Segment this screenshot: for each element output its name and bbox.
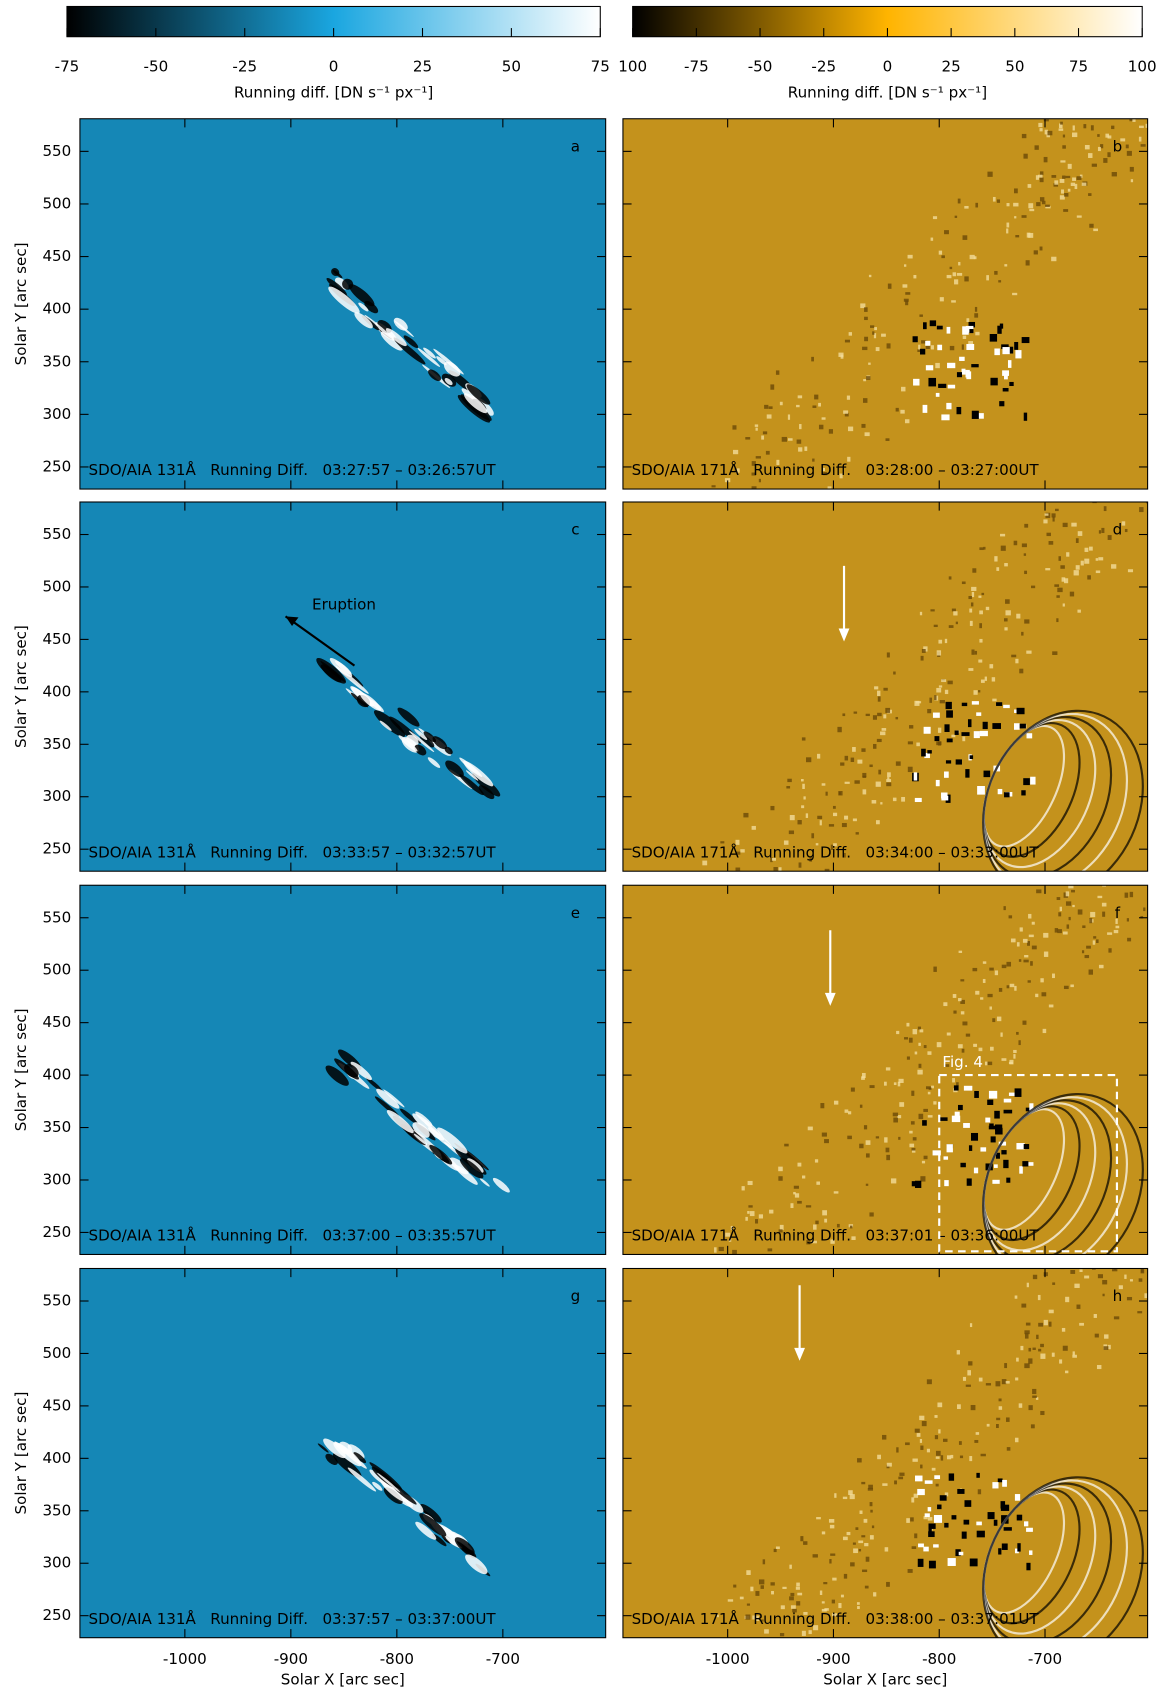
y-tick-label: 350 <box>42 352 71 370</box>
colorbar-tick-label: 25 <box>413 57 432 75</box>
y-tick-label: 250 <box>42 457 71 475</box>
x-tick-label: -800 <box>380 1650 414 1668</box>
x-axis-label: Solar X [arc sec] <box>823 1670 947 1688</box>
y-tick-label: 550 <box>42 142 71 160</box>
panel-caption: SDO/AIA 171Å Running Diff. 03:34:00 – 03… <box>632 842 1040 861</box>
image-panel <box>623 119 1148 489</box>
y-tick-label: 300 <box>42 1554 71 1572</box>
y-axis-label: Solar Y [arc sec] <box>12 1392 30 1515</box>
colorbar-tick-label: -75 <box>55 57 80 75</box>
y-tick-label: 400 <box>42 300 71 318</box>
image-panel <box>80 502 606 871</box>
colorbar-tick-label: -50 <box>748 57 773 75</box>
y-tick-label: 250 <box>42 1606 71 1624</box>
image-panel <box>623 1268 1148 1637</box>
x-tick-label: -700 <box>486 1650 520 1668</box>
colorbar-tick-label: -50 <box>144 57 169 75</box>
colorbar-tick-label: 75 <box>591 57 610 75</box>
panel-letter: f <box>1115 904 1121 922</box>
panel-caption: SDO/AIA 171Å Running Diff. 03:28:00 – 03… <box>632 460 1040 479</box>
y-tick-label: 450 <box>42 1013 71 1031</box>
y-tick-label: 350 <box>42 1118 71 1136</box>
colorbar-tick-label: -25 <box>232 57 257 75</box>
panel-letter: g <box>571 1287 581 1305</box>
panel-letter: e <box>571 904 580 922</box>
panel-caption: SDO/AIA 171Å Running Diff. 03:37:01 – 03… <box>632 1226 1040 1245</box>
colorbar-tick-label: 0 <box>329 57 339 75</box>
panel-letter: d <box>1113 521 1123 539</box>
annotation-label: Eruption <box>312 595 376 613</box>
colorbar-tick-label: 75 <box>1069 57 1088 75</box>
y-tick-label: 450 <box>42 630 71 648</box>
x-tick-label: -1000 <box>706 1650 750 1668</box>
x-axis-label: Solar X [arc sec] <box>281 1670 405 1688</box>
y-tick-label: 500 <box>42 1344 71 1362</box>
x-tick-label: -1000 <box>163 1650 207 1668</box>
y-tick-label: 300 <box>42 405 71 423</box>
panel-letter: b <box>1113 137 1123 155</box>
x-tick-label: -900 <box>816 1650 850 1668</box>
panel-caption: SDO/AIA 131Å Running Diff. 03:37:57 – 03… <box>89 1609 497 1628</box>
colorbar-tick-label: 50 <box>1005 57 1024 75</box>
annotation-label: Fig. 4 <box>942 1053 983 1071</box>
y-tick-label: 450 <box>42 247 71 265</box>
y-tick-label: 450 <box>42 1396 71 1414</box>
y-tick-label: 250 <box>42 840 71 858</box>
figure: -75 -50 -25 0 25 50 75 Running diff. [DN s⁻¹ px… <box>0 0 1166 1696</box>
y-axis-label: Solar Y [arc sec] <box>12 1008 30 1131</box>
colorbar-label: Running diff. [DN s⁻¹ px⁻¹] <box>788 83 987 101</box>
colorbar-tick-label: 100 <box>618 57 647 75</box>
y-tick-label: 550 <box>42 1292 71 1310</box>
colorbar-tick-label: -25 <box>811 57 836 75</box>
y-tick-label: 400 <box>42 682 71 700</box>
image-panel <box>623 885 1148 1254</box>
panel-caption: SDO/AIA 131Å Running Diff. 03:27:57 – 03… <box>89 460 497 479</box>
y-tick-label: 250 <box>42 1223 71 1241</box>
y-tick-label: 300 <box>42 787 71 805</box>
y-tick-label: 550 <box>42 525 71 543</box>
colorbar-tick-label: 0 <box>883 57 893 75</box>
image-panel <box>623 502 1148 871</box>
x-tick-label: -900 <box>274 1650 308 1668</box>
y-tick-label: 550 <box>42 908 71 926</box>
panel-letter: a <box>571 137 580 155</box>
y-axis-label: Solar Y [arc sec] <box>12 625 30 748</box>
x-tick-label: -700 <box>1028 1650 1062 1668</box>
y-tick-label: 500 <box>42 194 71 212</box>
colorbar-tick-label: 100 <box>1128 57 1157 75</box>
colorbar-tick-label: 25 <box>942 57 961 75</box>
panel-letter: h <box>1113 1287 1123 1305</box>
y-tick-label: 350 <box>42 1501 71 1519</box>
y-tick-label: 300 <box>42 1170 71 1188</box>
y-tick-label: 500 <box>42 961 71 979</box>
panel-caption: SDO/AIA 131Å Running Diff. 03:37:00 – 03… <box>89 1226 497 1245</box>
y-tick-label: 500 <box>42 577 71 595</box>
y-tick-label: 400 <box>42 1449 71 1467</box>
colorbar-tick-label: 50 <box>502 57 521 75</box>
panel-letter: c <box>571 521 579 539</box>
y-tick-label: 400 <box>42 1066 71 1084</box>
colorbar-tick-label: -75 <box>684 57 709 75</box>
panel-caption: SDO/AIA 171Å Running Diff. 03:38:00 – 03… <box>632 1609 1040 1628</box>
y-axis-label: Solar Y [arc sec] <box>12 242 30 365</box>
x-tick-label: -800 <box>922 1650 956 1668</box>
colorbar-label: Running diff. [DN s⁻¹ px⁻¹] <box>234 83 433 101</box>
panel-caption: SDO/AIA 131Å Running Diff. 03:33:57 – 03… <box>89 842 497 861</box>
y-tick-label: 350 <box>42 735 71 753</box>
